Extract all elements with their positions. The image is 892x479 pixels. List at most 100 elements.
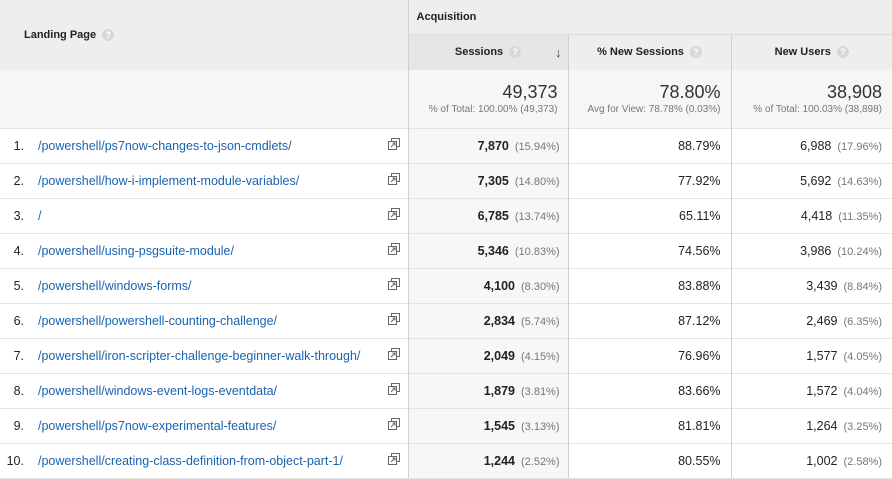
new-users-total-sub: % of Total: 100.03% (38,898) [753, 103, 883, 115]
new-users-cell: 6,988 (17.96%) [730, 127, 892, 163]
popout-button[interactable] [380, 442, 409, 479]
sessions-value: 4,100 [483, 278, 515, 293]
help-icon[interactable]: ? [836, 46, 849, 59]
sessions-percent: (4.15%) [520, 350, 560, 363]
popout-button[interactable] [380, 372, 409, 408]
sessions-percent: (15.94%) [514, 140, 560, 153]
landing-page-link[interactable]: /powershell/windows-forms/ [38, 278, 192, 293]
new-sessions-total-value: 78.80% [659, 81, 721, 102]
sessions-cell: 4,100 (8.30%) [407, 267, 569, 303]
help-icon[interactable]: ? [102, 29, 115, 42]
new-users-column-header[interactable]: New Users? [730, 34, 892, 70]
new-sessions-cell: 74.56% [567, 232, 732, 268]
sessions-cell: 1,545 (3.13%) [407, 407, 569, 443]
landing-page-link[interactable]: /powershell/how-i-implement-module-varia… [38, 173, 300, 188]
new-users-value: 1,002 [806, 453, 838, 468]
sessions-total-value: 49,373 [502, 81, 558, 102]
new-sessions-cell: 88.79% [567, 127, 732, 163]
new-users-percent: (4.05%) [843, 350, 883, 363]
table-row: 4. /powershell/using-psgsuite-module/ 5,… [0, 232, 892, 268]
sessions-percent: (14.80%) [514, 175, 560, 188]
new-users-percent: (4.04%) [843, 385, 883, 398]
sessions-cell: 2,049 (4.15%) [407, 337, 569, 373]
row-index: 5. [0, 267, 38, 303]
landing-page-cell: /powershell/ps7now-changes-to-json-cmdle… [38, 127, 380, 163]
sessions-value: 6,785 [477, 208, 509, 223]
sort-descending-icon[interactable]: ↓ [555, 44, 562, 60]
landing-page-link[interactable]: /powershell/using-psgsuite-module/ [38, 243, 234, 258]
sessions-percent: (8.30%) [520, 280, 560, 293]
sessions-column-header[interactable]: Sessions? ↓ [407, 34, 569, 70]
row-index: 2. [0, 162, 38, 198]
sessions-cell: 6,785 (13.74%) [407, 197, 569, 233]
landing-page-cell: /powershell/creating-class-definition-fr… [38, 442, 380, 479]
sessions-cell: 7,870 (15.94%) [407, 127, 569, 163]
popout-button[interactable] [380, 162, 409, 198]
landing-page-link[interactable]: /powershell/windows-event-logs-eventdata… [38, 383, 278, 398]
new-users-value: 1,577 [806, 348, 838, 363]
popout-button[interactable] [380, 232, 409, 268]
new-sessions-cell: 76.96% [567, 337, 732, 373]
landing-page-cell: /powershell/how-i-implement-module-varia… [38, 162, 380, 198]
new-users-cell: 1,577 (4.05%) [730, 337, 892, 373]
new-sessions-cell: 81.81% [567, 407, 732, 443]
sessions-cell: 1,244 (2.52%) [407, 442, 569, 479]
new-users-total-value: 38,908 [826, 81, 883, 102]
popout-button[interactable] [380, 267, 409, 303]
help-icon[interactable]: ? [689, 46, 702, 59]
landing-page-link[interactable]: /powershell/ps7now-experimental-features… [38, 418, 277, 433]
landing-page-link[interactable]: /powershell/creating-class-definition-fr… [38, 453, 343, 468]
landing-page-cell: /powershell/windows-forms/ [38, 267, 380, 303]
sessions-total-sub: % of Total: 100.00% (49,373) [428, 103, 558, 115]
sessions-value: 5,346 [477, 243, 509, 258]
totals-label-cell [0, 70, 409, 128]
landing-page-cell: /powershell/using-psgsuite-module/ [38, 232, 380, 268]
table-row: 7. /powershell/iron-scripter-challenge-b… [0, 337, 892, 373]
new-sessions-total: 78.80% Avg for View: 78.78% (0.03%) [567, 70, 732, 128]
new-sessions-cell: 65.11% [567, 197, 732, 233]
new-users-value: 3,439 [806, 278, 838, 293]
table-row: 10. /powershell/creating-class-definitio… [0, 442, 892, 479]
popout-button[interactable] [380, 302, 409, 338]
row-index: 4. [0, 232, 38, 268]
sessions-percent: (13.74%) [514, 210, 560, 223]
new-users-cell: 1,002 (2.58%) [730, 442, 892, 479]
new-sessions-column-header[interactable]: % New Sessions? [567, 34, 732, 70]
table-row: 9. /powershell/ps7now-experimental-featu… [0, 407, 892, 443]
popout-icon [387, 138, 400, 150]
new-users-value: 5,692 [800, 173, 832, 188]
landing-page-link[interactable]: /powershell/ps7now-changes-to-json-cmdle… [38, 138, 292, 153]
new-users-cell: 5,692 (14.63%) [730, 162, 892, 198]
sessions-total: 49,373 % of Total: 100.00% (49,373) [407, 70, 569, 128]
new-sessions-cell: 83.66% [567, 372, 732, 408]
row-index: 10. [0, 442, 38, 479]
popout-icon [387, 453, 400, 465]
table-row: 3. / 6,785 (13.74%) 65.11% 4,418 (11.35%) [0, 197, 892, 233]
landing-page-cell: / [38, 197, 380, 233]
new-users-percent: (17.96%) [837, 140, 883, 153]
sessions-percent: (5.74%) [520, 315, 560, 328]
popout-button[interactable] [380, 197, 409, 233]
row-index: 8. [0, 372, 38, 408]
new-users-percent: (2.58%) [843, 455, 883, 468]
popout-button[interactable] [380, 337, 409, 373]
table-row: 5. /powershell/windows-forms/ 4,100 (8.30… [0, 267, 892, 303]
landing-page-column-header[interactable]: Landing Page? [0, 0, 409, 70]
landing-page-link[interactable]: /powershell/powershell-counting-challeng… [38, 313, 278, 328]
popout-icon [387, 243, 400, 255]
sessions-header-label: Sessions [454, 46, 504, 59]
landing-page-cell: /powershell/windows-event-logs-eventdata… [38, 372, 380, 408]
landing-page-link[interactable]: / [38, 208, 42, 223]
row-index: 6. [0, 302, 38, 338]
new-users-value: 2,469 [806, 313, 838, 328]
sessions-value: 1,244 [483, 453, 515, 468]
popout-button[interactable] [380, 407, 409, 443]
new-users-percent: (8.84%) [843, 280, 883, 293]
new-users-header-label: New Users [774, 46, 831, 59]
new-sessions-cell: 83.88% [567, 267, 732, 303]
landing-page-link[interactable]: /powershell/iron-scripter-challenge-begi… [38, 348, 361, 363]
help-icon[interactable]: ? [509, 46, 522, 59]
popout-button[interactable] [380, 127, 409, 163]
row-index: 1. [0, 127, 38, 163]
new-users-percent: (14.63%) [837, 175, 883, 188]
